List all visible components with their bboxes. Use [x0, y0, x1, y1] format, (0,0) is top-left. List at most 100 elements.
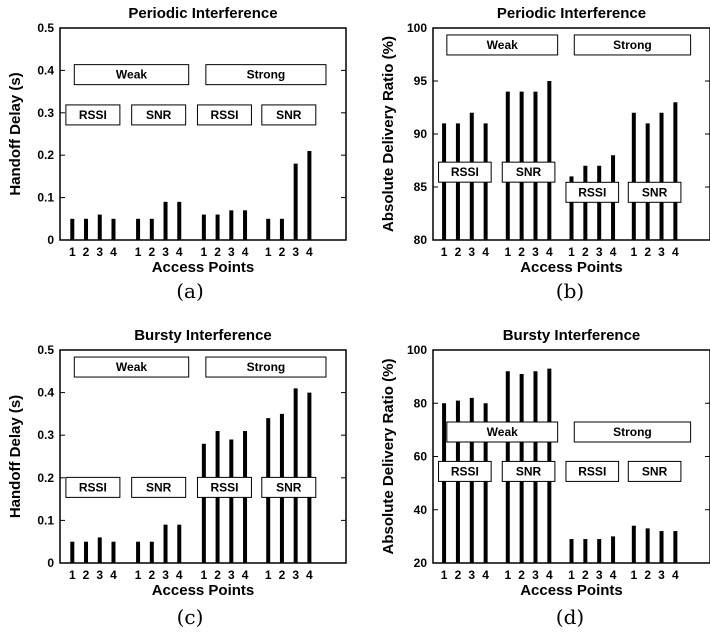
x-tick-label: 3 — [162, 245, 169, 259]
plot-frame — [59, 27, 347, 241]
x-tick-label: 4 — [546, 568, 553, 582]
annotation-label: SNR — [516, 165, 542, 179]
x-tick-label: 4 — [110, 245, 117, 259]
x-tick-label: 4 — [176, 245, 183, 259]
x-tick-label: 2 — [582, 245, 589, 259]
x-tick-label: 3 — [228, 245, 235, 259]
x-tick-label: 3 — [292, 245, 299, 259]
y-tick-label: 60 — [414, 450, 428, 464]
x-tick-label: 1 — [135, 568, 142, 582]
x-tick-label: 1 — [630, 568, 637, 582]
y-tick-label: 0.4 — [37, 63, 54, 77]
annotation-box — [131, 476, 187, 498]
x-tick-label: 3 — [228, 568, 235, 582]
x-tick-label: 2 — [455, 568, 462, 582]
x-tick-label: 1 — [568, 245, 575, 259]
x-tick-label: 2 — [214, 568, 221, 582]
annotation-label: SNR — [146, 108, 172, 122]
y-tick-label: 100 — [407, 21, 427, 35]
annotation-box — [446, 421, 559, 443]
y-tick-label: 40 — [414, 503, 428, 517]
annotation-label: Weak — [487, 425, 518, 439]
x-tick-label: 3 — [658, 245, 665, 259]
x-tick-label: 1 — [69, 568, 76, 582]
annotation-label: SNR — [642, 464, 668, 478]
x-tick-label: 2 — [83, 245, 90, 259]
y-axis-label: Absolute Delivery Ratio (%) — [380, 36, 397, 232]
annotation-box — [73, 64, 190, 86]
annotation-label: RSSI — [578, 185, 606, 199]
chart-title: Periodic Interference — [497, 5, 646, 22]
x-tick-label: 2 — [644, 568, 651, 582]
annotation-box — [205, 356, 327, 378]
x-tick-label: 1 — [504, 568, 511, 582]
x-tick-label: 2 — [455, 245, 462, 259]
panel-caption: (a) — [176, 279, 204, 303]
y-tick-label: 0.2 — [37, 471, 54, 485]
x-tick-label: 1 — [69, 245, 76, 259]
chart-panel-4: Bursty Interference 20 40 60 80 100 Absolute D… — [380, 327, 710, 629]
y-tick-label: 0.1 — [37, 513, 54, 527]
annotation-label: SNR — [276, 480, 302, 494]
chart-title: Bursty Interference — [134, 327, 272, 344]
x-tick-label: 3 — [162, 568, 169, 582]
x-tick-label: 4 — [306, 245, 313, 259]
y-tick-label: 0.4 — [37, 386, 54, 400]
x-tick-label: 2 — [644, 245, 651, 259]
x-tick-label: 4 — [306, 568, 313, 582]
y-tick-label: 0.5 — [37, 21, 54, 35]
x-tick-label: 1 — [630, 245, 637, 259]
annotation-box — [501, 161, 556, 183]
x-tick-label: 3 — [468, 245, 475, 259]
annotation-box — [196, 476, 252, 498]
annotation-label: RSSI — [210, 480, 238, 494]
annotation-box — [131, 104, 187, 126]
x-tick-label: 2 — [214, 245, 221, 259]
y-tick-label: 0.3 — [37, 106, 54, 120]
x-tick-label: 3 — [292, 568, 299, 582]
annotation-label: SNR — [146, 480, 172, 494]
annotation-label: Strong — [613, 38, 652, 52]
panel-caption: (c) — [177, 605, 204, 629]
annotation-label: SNR — [276, 108, 302, 122]
annotation-box — [446, 34, 559, 56]
annotation-label: SNR — [516, 464, 542, 478]
y-tick-label: 0.5 — [37, 343, 54, 357]
annotation-box — [205, 64, 327, 86]
x-tick-label: 3 — [96, 568, 103, 582]
x-tick-label: 4 — [110, 568, 117, 582]
annotation-box — [573, 421, 692, 443]
x-tick-label: 1 — [568, 568, 575, 582]
y-tick-label: 90 — [414, 127, 428, 141]
plot-frame — [432, 349, 710, 564]
x-tick-label: 4 — [610, 568, 617, 582]
x-tick-label: 1 — [135, 245, 142, 259]
x-tick-label: 4 — [610, 245, 617, 259]
x-axis-label: Access Points — [152, 582, 255, 599]
x-tick-label: 2 — [279, 245, 286, 259]
x-axis-label: Access Points — [520, 259, 623, 276]
annotation-label: Weak — [487, 38, 518, 52]
y-axis-label: Handoff Delay (s) — [7, 72, 24, 195]
x-tick-label: 1 — [201, 245, 208, 259]
y-tick-label: 100 — [407, 343, 427, 357]
chart-panel-3: Bursty Interference 0 0.1 0.2 0.3 0.4 0.5 Hando… — [7, 327, 347, 629]
chart-title: Periodic Interference — [128, 5, 277, 22]
x-tick-label: 3 — [658, 568, 665, 582]
y-tick-label: 80 — [414, 396, 428, 410]
annotation-label: Strong — [613, 425, 652, 439]
y-tick-label: 20 — [414, 556, 428, 570]
chart-panel-1: Periodic Interference 0 0.1 0.2 0.3 0.4 0.5 Han… — [7, 5, 347, 303]
annotation-label: RSSI — [451, 165, 479, 179]
x-tick-label: 4 — [176, 568, 183, 582]
annotation-box — [73, 356, 190, 378]
x-tick-label: 3 — [596, 568, 603, 582]
panel-caption: (d) — [556, 605, 584, 629]
chart-title: Bursty Interference — [503, 327, 641, 344]
y-tick-label: 0.3 — [37, 428, 54, 442]
panel-caption: (b) — [556, 279, 584, 303]
annotation-box — [65, 104, 121, 126]
y-tick-label: 0 — [47, 233, 54, 247]
annotation-box — [565, 460, 620, 482]
annotation-box — [261, 476, 317, 498]
